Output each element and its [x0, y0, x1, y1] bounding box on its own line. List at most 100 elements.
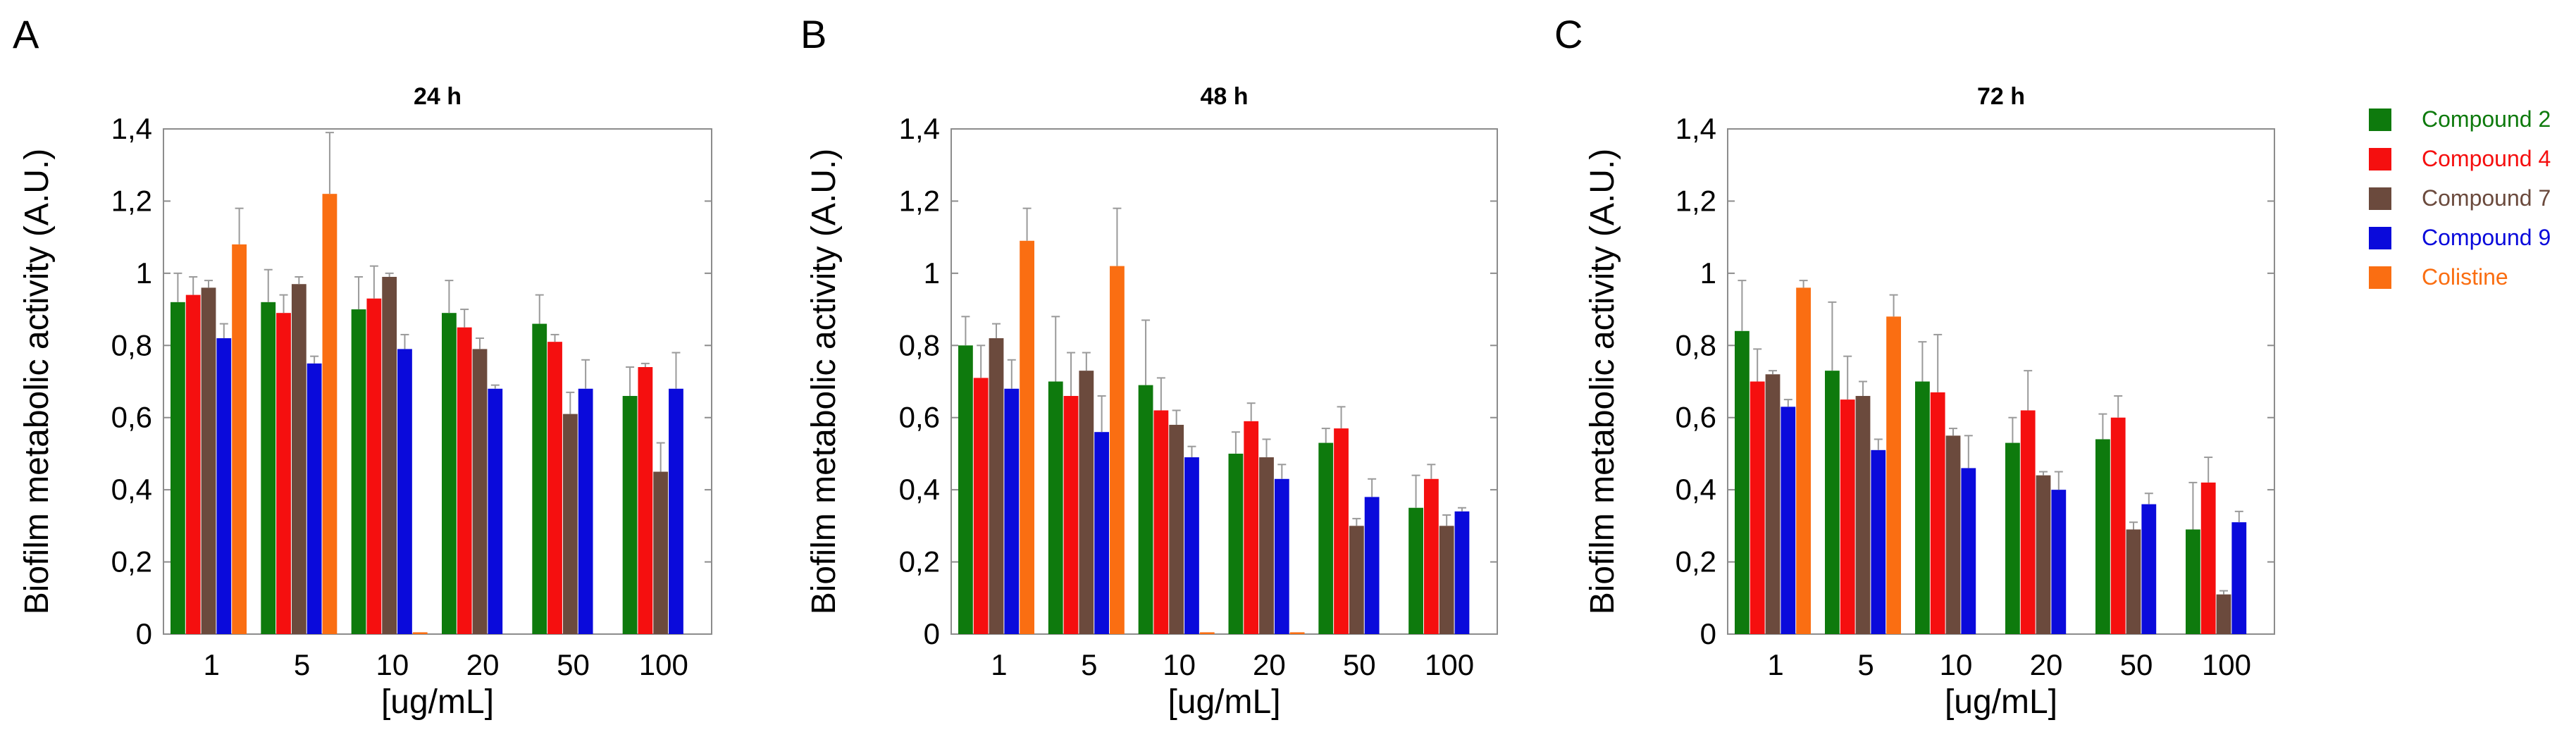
bar-colistine — [322, 194, 338, 635]
bar-compound-9 — [1004, 388, 1020, 634]
bar-compound-9 — [2231, 522, 2247, 634]
y-tick-label: 1 — [924, 256, 940, 290]
bar-compound-9 — [306, 363, 322, 634]
bar-compound-9 — [216, 338, 232, 634]
bar-colistine — [1020, 240, 1034, 634]
bar-compound-2 — [171, 302, 185, 634]
x-tick-label: 1 — [203, 648, 219, 681]
bar-compound-7 — [2126, 529, 2141, 634]
bar-compound-9 — [488, 388, 503, 634]
legend-label: Compound 7 — [2422, 185, 2551, 211]
bar-compound-2 — [1318, 442, 1334, 634]
bar-compound-2 — [958, 345, 973, 634]
bar-compound-2 — [1915, 381, 1930, 634]
legend-swatch — [2369, 108, 2391, 131]
bar-colistine — [1289, 632, 1305, 634]
bar-compound-9 — [1274, 478, 1289, 634]
bar-compound-4 — [547, 342, 562, 634]
plot-frame — [1727, 128, 2275, 635]
bar-compound-2 — [1228, 453, 1244, 634]
bar-compound-7 — [1439, 526, 1454, 634]
panel-letter: B — [800, 12, 826, 56]
bar-compound-2 — [2005, 442, 2020, 634]
bar-compound-9 — [1184, 457, 1199, 634]
bar-compound-2 — [1138, 385, 1153, 634]
bar-colistine — [232, 244, 247, 634]
chart-title: 48 h — [1200, 83, 1248, 110]
bar-colistine — [1199, 632, 1215, 634]
chart-c: C 72 h 0 0,2 0,4 0,6 0,8 1 1,2 1,4 Biofilm metabol… — [1554, 12, 2275, 721]
bar-compound-9 — [397, 349, 412, 634]
bar-compound-4 — [1334, 428, 1349, 634]
y-tick-label: 1 — [1700, 256, 1716, 290]
legend-swatch — [2369, 266, 2391, 289]
bar-compound-2 — [1408, 507, 1423, 634]
x-tick-label: 100 — [1425, 648, 1474, 681]
y-tick-label: 0,4 — [111, 473, 152, 506]
bar-compound-7 — [291, 284, 306, 634]
x-tick-label: 1 — [1767, 648, 1783, 681]
bar-compound-4 — [1153, 410, 1169, 634]
y-tick-label: 0 — [1700, 617, 1716, 650]
bar-compound-7 — [1855, 395, 1871, 634]
bar-compound-9 — [1781, 407, 1796, 634]
bar-compound-9 — [1871, 450, 1886, 634]
bar-compound-2 — [2186, 529, 2200, 634]
bar-compound-7 — [1259, 457, 1274, 634]
y-tick-label: 1,2 — [111, 184, 152, 217]
bar-compound-9 — [1961, 468, 1976, 634]
bar-colistine — [1796, 287, 1811, 634]
bar-compound-2 — [1735, 330, 1750, 634]
bar-compound-4 — [1063, 395, 1079, 634]
legend: Compound 2 Compound 4 Compound 7 Compound 9… — [2369, 106, 2551, 290]
x-tick-label: 50 — [1343, 648, 1376, 681]
legend-swatch — [2369, 148, 2391, 170]
x-tick-label: 20 — [2030, 648, 2063, 681]
y-tick-label: 0,6 — [899, 401, 940, 434]
y-tick-label: 0 — [924, 617, 940, 650]
legend-swatch — [2369, 187, 2391, 210]
y-tick-label: 0,2 — [899, 545, 940, 578]
bar-compound-2 — [2095, 439, 2110, 634]
bar-compound-7 — [201, 287, 216, 634]
legend-label: Compound 2 — [2422, 106, 2551, 132]
chart-title: 72 h — [1977, 83, 2025, 110]
legend-item: Compound 4 — [2369, 146, 2551, 171]
legend-swatch — [2369, 227, 2391, 249]
legend-item: Compound 2 — [2369, 106, 2551, 132]
bar-compound-7 — [382, 276, 397, 634]
legend-item: Compound 9 — [2369, 225, 2551, 250]
x-tick-label: 10 — [376, 648, 409, 681]
bar-compound-7 — [1169, 424, 1184, 634]
x-tick-label: 100 — [639, 648, 688, 681]
bar-compound-9 — [669, 388, 683, 634]
bar-compound-4 — [1244, 421, 1259, 634]
y-tick-label: 1 — [136, 256, 152, 290]
bar-colistine — [1886, 316, 1901, 634]
bar-compound-4 — [1840, 399, 1855, 634]
bar-compound-2 — [1825, 371, 1840, 634]
bar-compound-4 — [276, 313, 291, 634]
y-tick-label: 1,2 — [899, 184, 940, 217]
x-tick-label: 20 — [1253, 648, 1286, 681]
panel-letter: C — [1554, 12, 1583, 56]
x-tick-label: 5 — [294, 648, 310, 681]
bar-compound-9 — [1364, 497, 1380, 634]
legend-item: Compound 7 — [2369, 185, 2551, 211]
x-tick-label: 10 — [1940, 648, 1973, 681]
bar-compound-4 — [185, 294, 201, 634]
y-tick-label: 1,4 — [111, 112, 152, 145]
bar-compound-4 — [638, 367, 653, 634]
bar-compound-4 — [1423, 478, 1439, 634]
bar-colistine — [412, 632, 428, 634]
bar-compound-7 — [1349, 526, 1364, 634]
x-tick-label: 5 — [1857, 648, 1874, 681]
y-tick-label: 0,6 — [1676, 401, 1716, 434]
bar-compound-4 — [1750, 381, 1765, 634]
bar-compound-7 — [1945, 435, 1961, 634]
bar-compound-7 — [2216, 594, 2231, 634]
bar-compound-9 — [2141, 504, 2157, 634]
y-tick-label: 0,6 — [111, 401, 152, 434]
x-tick-label: 50 — [2120, 648, 2153, 681]
